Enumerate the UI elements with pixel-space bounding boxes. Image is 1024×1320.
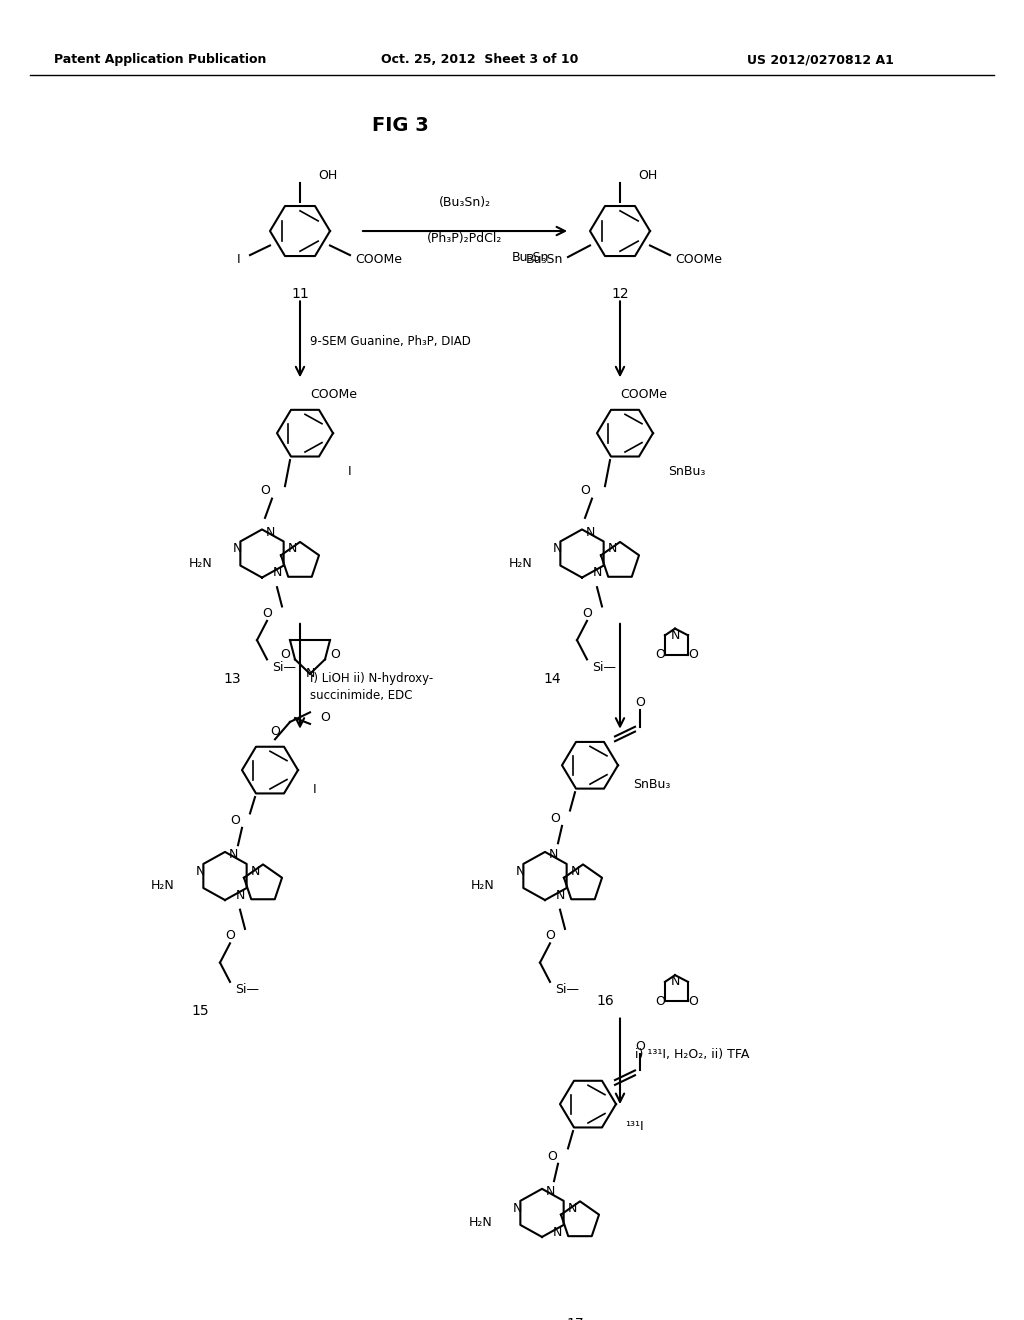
Text: succinimide, EDC: succinimide, EDC xyxy=(310,689,413,701)
Text: N: N xyxy=(671,975,680,989)
Text: N: N xyxy=(607,543,616,556)
Text: O: O xyxy=(635,696,645,709)
Text: OH: OH xyxy=(638,169,657,182)
Text: O: O xyxy=(260,484,270,498)
Text: O: O xyxy=(688,994,698,1007)
Text: i) LiOH ii) N-hydroxy-: i) LiOH ii) N-hydroxy- xyxy=(310,672,433,685)
Text: Si—: Si— xyxy=(592,660,616,673)
Text: O: O xyxy=(330,648,340,661)
Text: N: N xyxy=(515,865,524,878)
Text: Bu₃Sn: Bu₃Sn xyxy=(525,253,563,267)
Text: H₂N: H₂N xyxy=(152,879,175,892)
Text: O: O xyxy=(230,813,240,826)
Text: H₂N: H₂N xyxy=(508,557,532,570)
Text: Oct. 25, 2012  Sheet 3 of 10: Oct. 25, 2012 Sheet 3 of 10 xyxy=(381,53,579,66)
Text: I: I xyxy=(313,783,316,796)
Text: O: O xyxy=(580,484,590,498)
Text: 14: 14 xyxy=(543,672,561,685)
Text: N: N xyxy=(567,1201,577,1214)
Text: N: N xyxy=(570,865,580,878)
Text: ¹³¹I: ¹³¹I xyxy=(625,1119,644,1133)
Text: O: O xyxy=(547,1150,557,1163)
Text: N: N xyxy=(512,1201,521,1214)
Text: Si—: Si— xyxy=(234,983,259,997)
Text: O: O xyxy=(281,648,290,661)
Text: 15: 15 xyxy=(191,1003,209,1018)
Text: SnBu₃: SnBu₃ xyxy=(633,777,671,791)
Text: N: N xyxy=(552,543,562,556)
Text: (Ph₃P)₂PdCl₂: (Ph₃P)₂PdCl₂ xyxy=(427,232,503,246)
Text: N: N xyxy=(250,865,260,878)
Text: i) ¹³¹I, H₂O₂, ii) TFA: i) ¹³¹I, H₂O₂, ii) TFA xyxy=(635,1048,750,1060)
Text: O: O xyxy=(262,607,272,619)
Text: 16: 16 xyxy=(596,994,613,1008)
Text: N: N xyxy=(305,668,314,680)
Text: H₂N: H₂N xyxy=(468,1216,492,1229)
Text: COOMe: COOMe xyxy=(355,253,402,267)
Text: 13: 13 xyxy=(223,672,241,685)
Text: N: N xyxy=(546,1185,555,1199)
Text: O: O xyxy=(225,929,234,942)
Text: H₂N: H₂N xyxy=(471,879,495,892)
Text: O: O xyxy=(655,648,665,661)
Text: Si—: Si— xyxy=(272,660,296,673)
Text: (Bu₃Sn)₂: (Bu₃Sn)₂ xyxy=(439,195,492,209)
Text: COOMe: COOMe xyxy=(310,388,357,401)
Text: H₂N: H₂N xyxy=(188,557,212,570)
Text: 9-SEM Guanine, Ph₃P, DIAD: 9-SEM Guanine, Ph₃P, DIAD xyxy=(310,335,471,348)
Text: Si—: Si— xyxy=(555,983,579,997)
Text: O: O xyxy=(635,1040,645,1053)
Text: N: N xyxy=(232,543,242,556)
Text: O: O xyxy=(688,648,698,661)
Text: O: O xyxy=(582,607,592,619)
Text: OH: OH xyxy=(318,169,337,182)
Text: US 2012/0270812 A1: US 2012/0270812 A1 xyxy=(746,53,893,66)
Text: O: O xyxy=(550,812,560,825)
Text: N: N xyxy=(272,566,282,579)
Text: N: N xyxy=(671,628,680,642)
Text: O: O xyxy=(319,710,330,723)
Text: 12: 12 xyxy=(611,286,629,301)
Text: N: N xyxy=(548,849,558,862)
Text: SnBu₃: SnBu₃ xyxy=(668,465,706,478)
Text: N: N xyxy=(228,849,238,862)
Text: COOMe: COOMe xyxy=(620,388,667,401)
Text: N: N xyxy=(265,525,274,539)
Text: 17: 17 xyxy=(566,1316,584,1320)
Text: COOMe: COOMe xyxy=(675,253,722,267)
Text: Bu₃Sn: Bu₃Sn xyxy=(511,252,549,264)
Text: N: N xyxy=(552,1226,562,1238)
Text: I: I xyxy=(348,465,351,478)
Text: FIG 3: FIG 3 xyxy=(372,116,428,135)
Text: N: N xyxy=(592,566,602,579)
Text: I: I xyxy=(237,253,240,267)
Text: O: O xyxy=(545,929,555,942)
Text: O: O xyxy=(270,725,280,738)
Text: N: N xyxy=(586,525,595,539)
Text: N: N xyxy=(288,543,297,556)
Text: O: O xyxy=(655,994,665,1007)
Text: N: N xyxy=(555,888,564,902)
Text: N: N xyxy=(236,888,245,902)
Text: 11: 11 xyxy=(291,286,309,301)
Text: N: N xyxy=(196,865,205,878)
Text: Patent Application Publication: Patent Application Publication xyxy=(54,53,266,66)
